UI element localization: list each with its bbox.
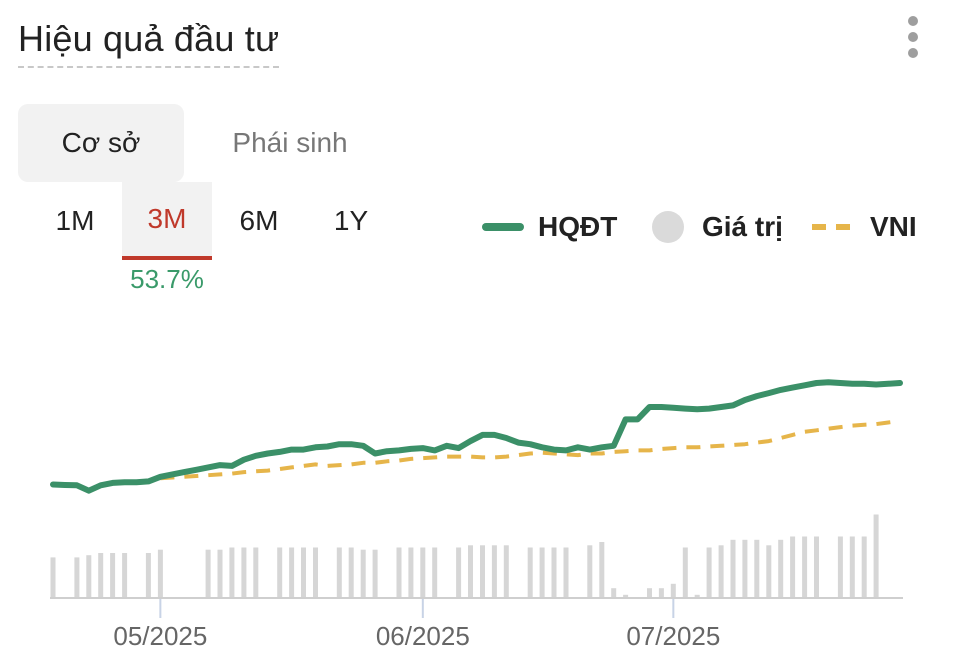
value-bar xyxy=(742,539,748,597)
value-bar xyxy=(730,539,736,597)
value-bar xyxy=(611,588,617,597)
value-bar xyxy=(277,547,283,597)
period-1m[interactable]: 1M xyxy=(55,205,95,236)
value-bar xyxy=(420,547,426,597)
legend-value-label: Giá trị xyxy=(702,211,783,242)
legend-hqdt-line-icon xyxy=(482,223,524,231)
value-bar xyxy=(253,547,259,597)
value-bar xyxy=(527,547,533,597)
legend-vni-label: VNI xyxy=(870,211,917,242)
period-6m[interactable]: 6M xyxy=(239,205,279,236)
series-line-vni xyxy=(160,418,901,481)
value-bar xyxy=(289,547,295,597)
value-bars xyxy=(50,514,879,597)
value-bar xyxy=(491,545,497,597)
value-bar xyxy=(480,545,485,597)
value-bar xyxy=(74,557,80,597)
value-bar xyxy=(98,553,104,597)
value-bar xyxy=(145,553,151,597)
legend-vni[interactable]: VNI xyxy=(812,207,917,247)
value-bar xyxy=(86,555,92,597)
value-bar xyxy=(122,553,128,597)
legend-value-dot-icon xyxy=(652,211,684,243)
value-bar xyxy=(217,549,223,597)
value-bar xyxy=(348,547,354,597)
value-bar xyxy=(587,545,593,597)
more-options-icon[interactable] xyxy=(896,12,930,62)
value-bar xyxy=(790,536,796,597)
value-bar xyxy=(563,547,569,597)
value-bar xyxy=(50,557,56,597)
value-bar xyxy=(718,545,724,597)
value-bar xyxy=(658,588,664,597)
value-bar xyxy=(551,547,557,597)
value-bar xyxy=(766,545,772,597)
tab-phai-sinh[interactable]: Phái sinh xyxy=(232,127,348,158)
value-bar xyxy=(754,539,760,597)
x-tick-label: 05/2025 xyxy=(113,621,207,651)
tab-co-so[interactable]: Cơ sở xyxy=(18,104,184,182)
value-bar xyxy=(682,547,688,597)
value-bar xyxy=(360,549,366,597)
legend-hqdt[interactable]: HQĐT xyxy=(482,207,617,247)
x-tick-label: 06/2025 xyxy=(376,621,470,651)
value-bar xyxy=(241,547,247,597)
legend-hqdt-label: HQĐT xyxy=(538,211,618,242)
value-bar xyxy=(599,542,605,597)
page-title: Hiệu quả đầu tư xyxy=(18,18,280,68)
value-bar xyxy=(301,547,306,597)
value-bar xyxy=(837,536,843,597)
value-bar xyxy=(468,545,473,597)
value-bar xyxy=(396,547,402,597)
x-tick-label: 07/2025 xyxy=(626,621,720,651)
value-bar xyxy=(539,547,545,597)
value-bar xyxy=(205,549,211,597)
value-bar xyxy=(313,547,318,597)
value-bar xyxy=(157,549,163,597)
value-bar xyxy=(336,547,342,597)
value-bar xyxy=(647,588,652,597)
period-3m[interactable]: 3M xyxy=(122,182,212,260)
value-bar xyxy=(623,594,629,597)
value-bar xyxy=(372,549,378,597)
value-bar xyxy=(432,547,438,597)
value-bar xyxy=(110,553,116,597)
value-bar xyxy=(706,547,712,597)
legend-value[interactable]: Giá trị xyxy=(652,207,783,247)
value-bar xyxy=(456,547,462,597)
value-bar xyxy=(694,594,700,597)
value-bar xyxy=(849,536,855,597)
value-bar xyxy=(778,539,784,597)
value-bar xyxy=(861,536,867,597)
value-bar xyxy=(670,583,676,597)
x-axis-ticks: 05/2025 06/2025 07/2025 xyxy=(113,599,720,651)
value-bar xyxy=(503,545,509,597)
period-1y[interactable]: 1Y xyxy=(333,205,369,236)
value-bar xyxy=(802,536,808,597)
value-bar xyxy=(408,547,414,597)
series-line-hqdt xyxy=(50,379,903,494)
legend-vni-dash-icon xyxy=(812,224,856,230)
value-bar xyxy=(814,536,819,597)
value-bar xyxy=(229,547,235,597)
period-return: 53.7% xyxy=(130,264,204,294)
value-bar xyxy=(873,514,879,597)
